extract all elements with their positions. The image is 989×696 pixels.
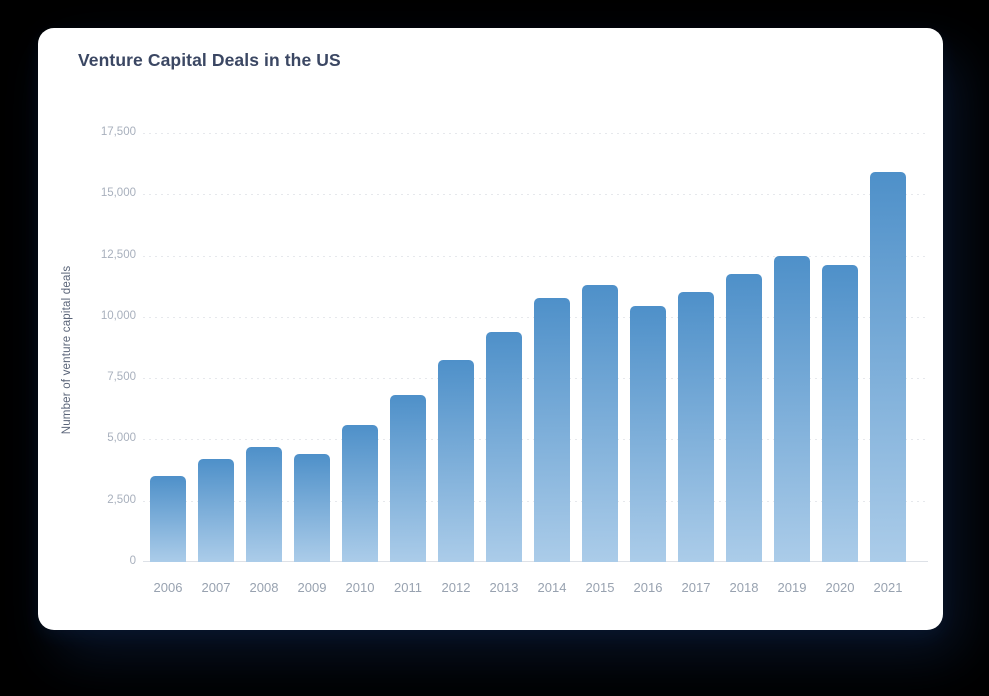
y-tick-label: 7,500 xyxy=(107,371,136,384)
x-tick-label-2009: 2009 xyxy=(297,580,327,595)
bar-2020 xyxy=(822,265,858,562)
y-tick-label: 2,500 xyxy=(107,493,136,506)
x-tick-label-2007: 2007 xyxy=(201,580,231,595)
x-tick-label-2013: 2013 xyxy=(489,580,519,595)
x-tick-label-2020: 2020 xyxy=(825,580,855,595)
x-tick-label-2019: 2019 xyxy=(777,580,807,595)
y-tick-label: 15,000 xyxy=(100,187,136,200)
bar-2008 xyxy=(246,446,282,562)
bar-2009 xyxy=(294,454,330,562)
x-tick-label-2021: 2021 xyxy=(873,580,903,595)
chart-title: Venture Capital Deals in the US xyxy=(78,50,341,70)
bar-2011 xyxy=(390,395,426,562)
bar-2010 xyxy=(342,424,378,562)
y-tick-label: 10,000 xyxy=(100,309,136,322)
bar-2015 xyxy=(582,285,618,562)
gridline-12500 xyxy=(143,255,928,257)
x-tick-label-2014: 2014 xyxy=(537,580,567,595)
x-tick-label-2015: 2015 xyxy=(585,580,615,595)
bar-2006 xyxy=(150,476,186,562)
x-tick-label-2008: 2008 xyxy=(249,580,279,595)
y-tick-label: 12,500 xyxy=(100,248,136,261)
bar-2014 xyxy=(534,298,570,562)
x-tick-label-2016: 2016 xyxy=(633,580,663,595)
bar-2012 xyxy=(438,359,474,562)
y-tick-label: 17,500 xyxy=(100,126,136,138)
x-tick-label-2010: 2010 xyxy=(345,580,375,595)
x-tick-label-2018: 2018 xyxy=(729,580,759,595)
bar-2016 xyxy=(630,305,666,562)
bar-2019 xyxy=(774,255,810,562)
x-tick-label-2006: 2006 xyxy=(153,580,183,595)
plot-area xyxy=(143,133,928,562)
x-tick-label-2011: 2011 xyxy=(394,580,422,595)
y-tick-label: 5,000 xyxy=(107,432,136,445)
y-tick-label: 0 xyxy=(129,555,136,567)
bar-2007 xyxy=(198,459,234,562)
chart-card: Venture Capital Deals in the US Number o… xyxy=(38,28,943,630)
gridline-15000 xyxy=(143,194,928,196)
x-tick-label-2012: 2012 xyxy=(441,580,471,595)
bar-2018 xyxy=(726,273,762,562)
bar-2017 xyxy=(678,292,714,562)
bar-2013 xyxy=(486,331,522,562)
bar-2021 xyxy=(870,172,906,562)
x-tick-label-2017: 2017 xyxy=(681,580,711,595)
gridline-17500 xyxy=(143,133,928,134)
